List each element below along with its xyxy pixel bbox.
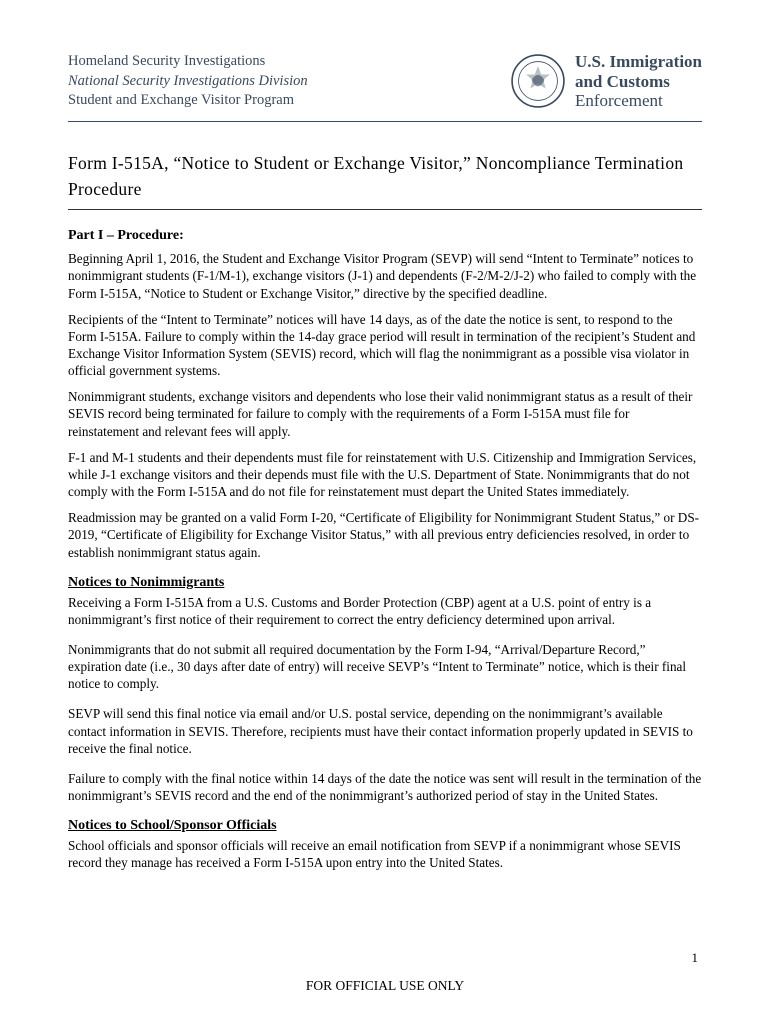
body-paragraph: Receiving a Form I-515A from a U.S. Cust… [68, 594, 702, 628]
agency-name: U.S. Immigration and Customs Enforcement [575, 52, 702, 111]
agency-line-3: Enforcement [575, 91, 702, 111]
body-paragraph: Failure to comply with the final notice … [68, 770, 702, 804]
body-paragraph: F-1 and M-1 students and their dependent… [68, 449, 702, 500]
dhs-seal-icon [511, 54, 565, 108]
agency-line-2: and Customs [575, 72, 670, 91]
agency-line-1: U.S. Immigration [575, 52, 702, 71]
letterhead: Homeland Security Investigations Nationa… [68, 52, 702, 122]
part-1-heading: Part I – Procedure: [68, 228, 702, 244]
body-paragraph: Nonimmigrant students, exchange visitors… [68, 388, 702, 439]
body-paragraph: Recipients of the “Intent to Terminate” … [68, 311, 702, 380]
notices-officials-heading: Notices to School/Sponsor Officials [68, 818, 702, 834]
footer-classification: FOR OFFICIAL USE ONLY [0, 978, 770, 994]
org-line-2: National Security Investigations Divisio… [68, 72, 308, 92]
body-paragraph: Beginning April 1, 2016, the Student and… [68, 250, 702, 301]
document-title: Form I-515A, “Notice to Student or Excha… [68, 150, 702, 211]
org-block: Homeland Security Investigations Nationa… [68, 52, 308, 111]
agency-block: U.S. Immigration and Customs Enforcement [511, 52, 702, 111]
notices-nonimmigrants-heading: Notices to Nonimmigrants [68, 575, 702, 591]
body-paragraph: Readmission may be granted on a valid Fo… [68, 509, 702, 560]
body-paragraph: School officials and sponsor officials w… [68, 837, 702, 871]
body-paragraph: Nonimmigrants that do not submit all req… [68, 641, 702, 692]
page-number: 1 [692, 950, 699, 966]
org-line-1: Homeland Security Investigations [68, 52, 308, 72]
org-line-3: Student and Exchange Visitor Program [68, 91, 308, 111]
body-paragraph: SEVP will send this final notice via ema… [68, 705, 702, 756]
